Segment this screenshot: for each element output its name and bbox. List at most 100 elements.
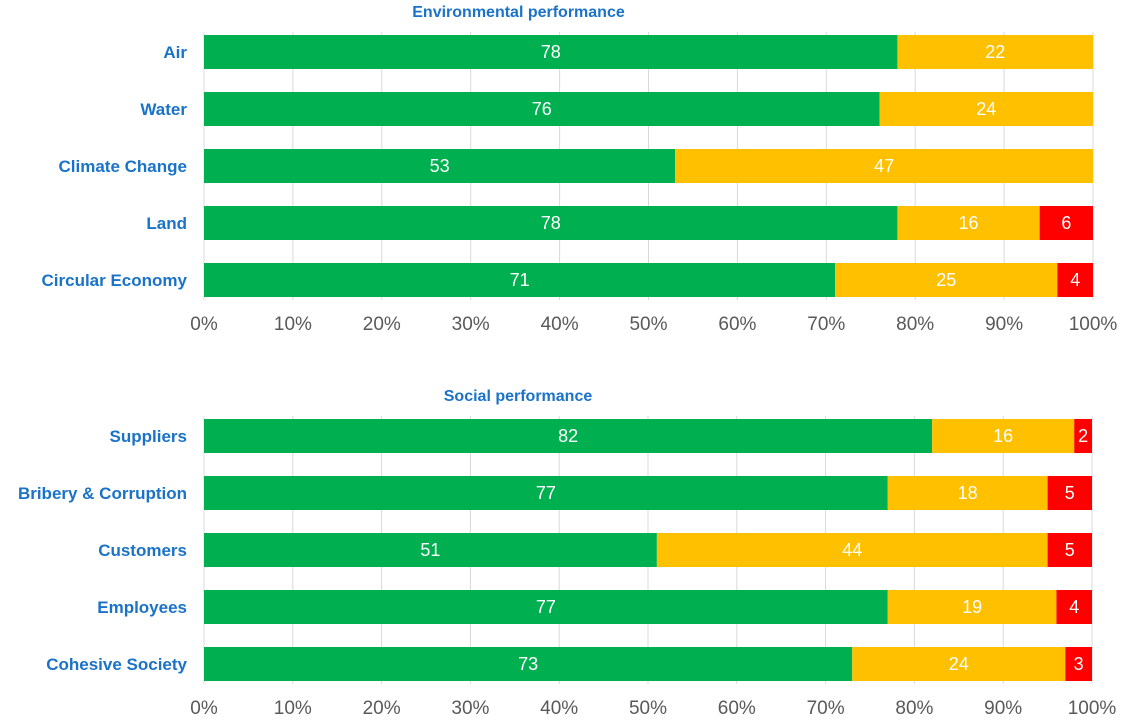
category-label: Suppliers	[110, 427, 187, 446]
data-label: 44	[842, 540, 862, 560]
x-tick-label: 40%	[541, 314, 579, 335]
category-label: Climate Change	[59, 157, 187, 176]
x-tick-label: 30%	[451, 698, 489, 717]
data-label: 78	[541, 42, 561, 62]
category-label: Circular Economy	[42, 271, 188, 290]
data-label: 73	[518, 654, 538, 674]
data-label: 22	[985, 42, 1005, 62]
bar-row: Cohesive Society 73 24 3	[46, 647, 1092, 681]
data-label: 18	[958, 483, 978, 503]
bar-segment-medium	[852, 647, 1066, 681]
bar-segment-poor	[1047, 533, 1092, 567]
x-tick-label: 30%	[452, 314, 490, 335]
bar-segment-poor	[1056, 590, 1092, 624]
x-tick-label: 100%	[1069, 314, 1118, 335]
bar-segment-poor	[1074, 419, 1092, 453]
bar-segment-medium	[879, 92, 1093, 126]
category-label: Land	[146, 214, 187, 233]
bar-row: Climate Change 53 47	[59, 149, 1093, 183]
x-tick-label: 0%	[190, 698, 218, 717]
data-label: 25	[936, 270, 956, 290]
x-tick-label: 60%	[718, 698, 756, 717]
bar-segment-good	[204, 35, 898, 69]
chart-panel-1: Environmental performance Air 78 22 Water 76 2…	[42, 4, 1118, 335]
x-tick-label: 20%	[363, 314, 401, 335]
data-label: 19	[962, 597, 982, 617]
bar-segment-medium	[887, 476, 1048, 510]
bar-row: Employees 77 19 4	[97, 590, 1092, 624]
bar-segment-good	[204, 647, 853, 681]
data-label: 24	[949, 654, 969, 674]
bar-segment-good	[204, 263, 836, 297]
chart-title: Social performance	[444, 388, 593, 405]
x-tick-label: 80%	[895, 698, 933, 717]
bar-segment-good	[204, 590, 888, 624]
bar-segment-good	[204, 92, 880, 126]
bar-segment-good	[204, 206, 898, 240]
bar-segment-good	[204, 149, 676, 183]
x-tick-label: 60%	[718, 314, 756, 335]
category-label: Cohesive Society	[46, 655, 187, 674]
x-tick-label: 50%	[629, 698, 667, 717]
data-label: 51	[420, 540, 440, 560]
bar-row: Suppliers 82 16 2	[110, 419, 1092, 453]
category-label: Customers	[98, 541, 187, 560]
x-tick-label: 70%	[807, 314, 845, 335]
x-tick-label: 40%	[540, 698, 578, 717]
bar-segment-medium	[932, 419, 1075, 453]
data-label: 5	[1065, 483, 1075, 503]
data-label: 77	[536, 597, 556, 617]
bar-row: Customers 51 44 5	[98, 533, 1092, 567]
category-label: Employees	[97, 598, 187, 617]
data-label: 78	[541, 213, 561, 233]
x-tick-label: 80%	[896, 314, 934, 335]
data-label: 71	[510, 270, 530, 290]
x-tick-label: 10%	[274, 698, 312, 717]
bar-segment-medium	[656, 533, 1048, 567]
data-label: 3	[1074, 654, 1084, 674]
data-label: 4	[1069, 597, 1079, 617]
bar-segment-poor	[1057, 263, 1093, 297]
category-label: Bribery & Corruption	[18, 484, 187, 503]
category-label: Water	[140, 100, 187, 119]
chart-title: Environmental performance	[412, 4, 625, 21]
bar-row: Circular Economy 71 25 4	[42, 263, 1093, 297]
x-axis-ticks: 0% 10% 20% 30% 40% 50% 60% 70% 80% 90% 100%	[190, 698, 1117, 719]
bar-segment-poor	[1065, 647, 1092, 681]
x-tick-label: 50%	[629, 314, 667, 335]
bar-segment-medium	[835, 263, 1058, 297]
bar-segment-medium	[897, 206, 1040, 240]
data-label: 5	[1065, 540, 1075, 560]
data-label: 53	[430, 156, 450, 176]
bar-segment-medium	[897, 35, 1093, 69]
data-label: 16	[993, 426, 1013, 446]
x-tick-label: 100%	[1068, 698, 1117, 717]
category-label: Air	[163, 43, 187, 62]
bar-row: Land 78 16 6	[146, 206, 1093, 240]
data-label: 47	[874, 156, 894, 176]
bar-segment-good	[204, 476, 888, 510]
bar-segment-good	[204, 533, 657, 567]
data-label: 16	[959, 213, 979, 233]
chart-panel-2: Social performance Suppliers 82 16 2 Bribery …	[18, 388, 1117, 719]
bar-row: Water 76 24	[140, 92, 1093, 126]
x-axis-ticks: 0% 10% 20% 30% 40% 50% 60% 70% 80% 90% 100%	[190, 314, 1117, 335]
data-label: 82	[558, 426, 578, 446]
bar-segment-poor	[1047, 476, 1092, 510]
data-label: 77	[536, 483, 556, 503]
bar-row: Bribery & Corruption 77 18 5	[18, 476, 1092, 510]
x-tick-label: 90%	[985, 314, 1023, 335]
bar-segment-poor	[1039, 206, 1093, 240]
x-tick-label: 20%	[363, 698, 401, 717]
bar-segment-good	[204, 419, 933, 453]
data-label: 6	[1061, 213, 1071, 233]
bar-segment-medium	[675, 149, 1093, 183]
bar-row: Air 78 22	[163, 35, 1093, 69]
data-label: 4	[1070, 270, 1080, 290]
x-tick-label: 0%	[190, 314, 218, 335]
x-tick-label: 10%	[274, 314, 312, 335]
data-label: 2	[1078, 426, 1088, 446]
bar-segment-medium	[887, 590, 1057, 624]
